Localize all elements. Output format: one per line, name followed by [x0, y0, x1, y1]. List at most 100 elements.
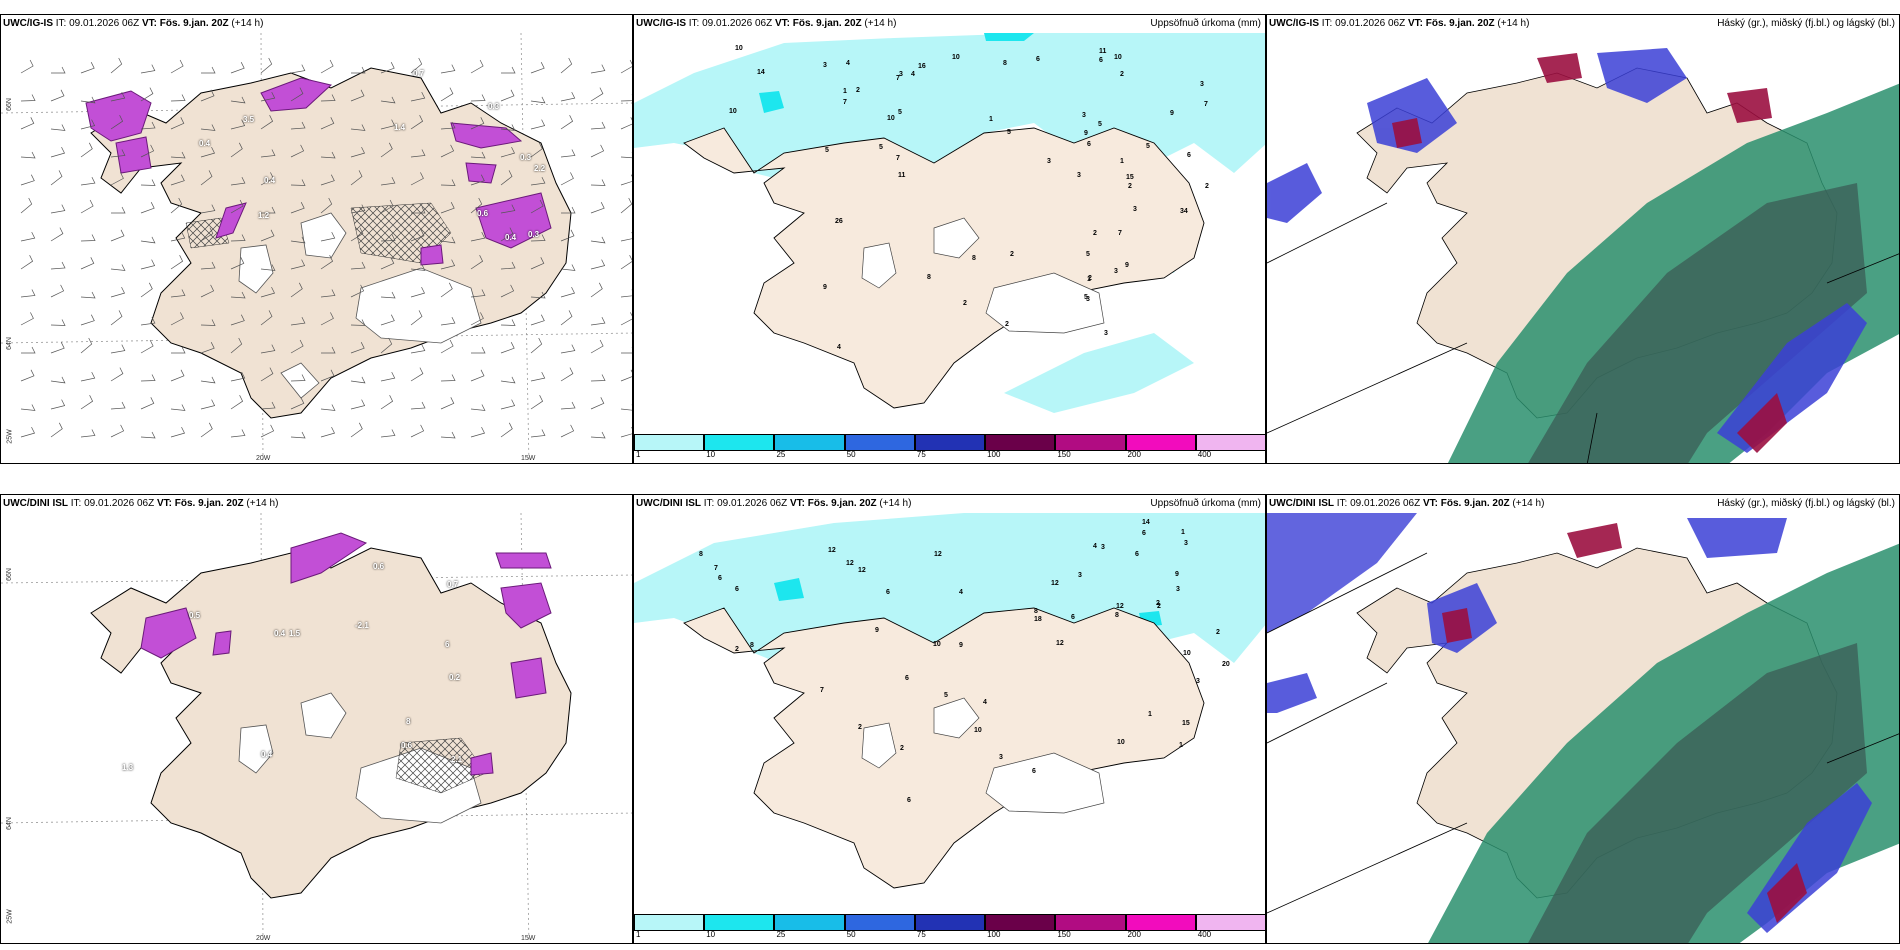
precip-value: 6 [1099, 57, 1103, 64]
colorbar-tick: 200 [1127, 930, 1141, 939]
wind-barb [560, 424, 575, 438]
precip-value: 8 [750, 642, 754, 649]
panel-title: Uppsöfnuð úrkoma (mm) [1150, 18, 1261, 29]
wind-barb [530, 96, 546, 104]
precip-value: 12 [858, 567, 866, 574]
wind-barb [200, 342, 215, 354]
valid-label: VT: [1422, 498, 1438, 509]
wind-barb [80, 176, 96, 186]
wind-barb [80, 199, 94, 214]
wind-barb [320, 59, 334, 74]
wind-barb [620, 117, 632, 130]
wind-barb [500, 146, 516, 158]
wind-barb [320, 117, 335, 130]
low-cloud-red [1392, 53, 1787, 453]
wind-barb [140, 64, 156, 74]
colorbar-segment [1055, 434, 1126, 451]
precip-value: 1 [1120, 158, 1124, 165]
wind-barb [20, 174, 35, 186]
wind-barb [320, 312, 334, 326]
wind-barb [80, 395, 94, 410]
wind-barb [170, 404, 186, 411]
panel-bottom-wind-snow: UWC/DINI ISL IT: 09.01.2026 06Z VT: Fös.… [0, 494, 633, 944]
precip-value: 12 [846, 560, 854, 567]
wind-barb [470, 151, 486, 159]
lon-label-20: 20W [256, 935, 271, 942]
precip-colorbar: 1 10 25 50 75 100 150 200 400 [634, 914, 1265, 939]
precip-value: 5 [944, 692, 948, 699]
wind-barb [470, 117, 485, 130]
wind-barb [230, 337, 243, 354]
wind-barb [590, 316, 606, 326]
wind-barb [80, 371, 96, 382]
wind-barb [20, 404, 36, 411]
snow-value: 0.2 [449, 673, 461, 682]
wind-barb [110, 310, 123, 326]
wind-barb [290, 339, 304, 354]
wind-barb [140, 236, 156, 244]
wind-barb [170, 231, 186, 242]
colorbar-segment [844, 434, 915, 451]
snow-value: 0.3 [528, 230, 540, 239]
init-time: IT: 09.01.2026 06Z [1319, 18, 1408, 29]
precip-field-mid [759, 33, 1034, 113]
wind-barb [200, 284, 215, 298]
glaciers [861, 697, 1105, 814]
wind-barb [20, 312, 34, 326]
wind-barb [530, 176, 546, 186]
wind-barb [21, 346, 36, 354]
precip-value: 7 [843, 99, 847, 106]
precip-value: 6 [905, 675, 909, 682]
wind-barb [350, 261, 366, 270]
precip-value: 10 [1117, 739, 1125, 746]
wind-barb [530, 371, 546, 382]
wind-barb [230, 395, 244, 410]
wind-barb [140, 339, 154, 354]
colorbar-segment [1125, 914, 1196, 931]
precip-value: 9 [1175, 571, 1179, 578]
wind-barb [290, 316, 306, 326]
wind-barb [110, 424, 125, 438]
wind-barb [620, 59, 632, 74]
wind-barb [560, 57, 573, 74]
glaciers [861, 217, 1105, 334]
wind-barb [350, 124, 366, 131]
panel-title: Háský (gr.), miðský (fj.bl.) og lágský (… [1717, 18, 1895, 29]
wind-barb [560, 115, 574, 130]
iceland-land [683, 607, 1205, 889]
wind-barb [350, 422, 363, 438]
wind-barb [140, 87, 154, 102]
precip-value: 6 [1135, 551, 1139, 558]
model-name: UWC/IG-IS [1269, 18, 1319, 29]
precip-value: 2 [1216, 629, 1220, 636]
wind-barb [20, 59, 34, 74]
wind-barb [380, 62, 395, 74]
model-name: UWC/DINI ISL [3, 498, 68, 509]
colorbar-segment [774, 434, 845, 451]
wind-barb [470, 426, 486, 438]
wind-barb [140, 397, 155, 410]
precip-value: 2 [1128, 183, 1132, 190]
precip-value: 5 [825, 147, 829, 154]
precip-value: 5 [1007, 129, 1011, 136]
precip-value: 8 [1115, 612, 1119, 619]
precip-value: 10 [1114, 54, 1122, 61]
wind-barb [500, 204, 516, 214]
wind-barb [50, 89, 65, 102]
wind-barb [50, 399, 66, 410]
wind-barb [20, 426, 36, 438]
wind-barb [380, 96, 396, 104]
wind-barb [560, 344, 576, 354]
wind-barb [470, 197, 483, 214]
wind-barb [350, 227, 364, 242]
colorbar-tick: 150 [1057, 930, 1071, 939]
wind-barb [440, 121, 456, 130]
wind-barb [620, 152, 632, 159]
snow-value: 0.4 [261, 750, 273, 759]
wind-barb [440, 202, 455, 214]
wind-barb [230, 234, 246, 242]
wind-barb [410, 172, 424, 186]
init-time: IT: 09.01.2026 06Z [53, 18, 142, 29]
wind-barb [320, 151, 336, 159]
wind-barb [110, 149, 126, 158]
